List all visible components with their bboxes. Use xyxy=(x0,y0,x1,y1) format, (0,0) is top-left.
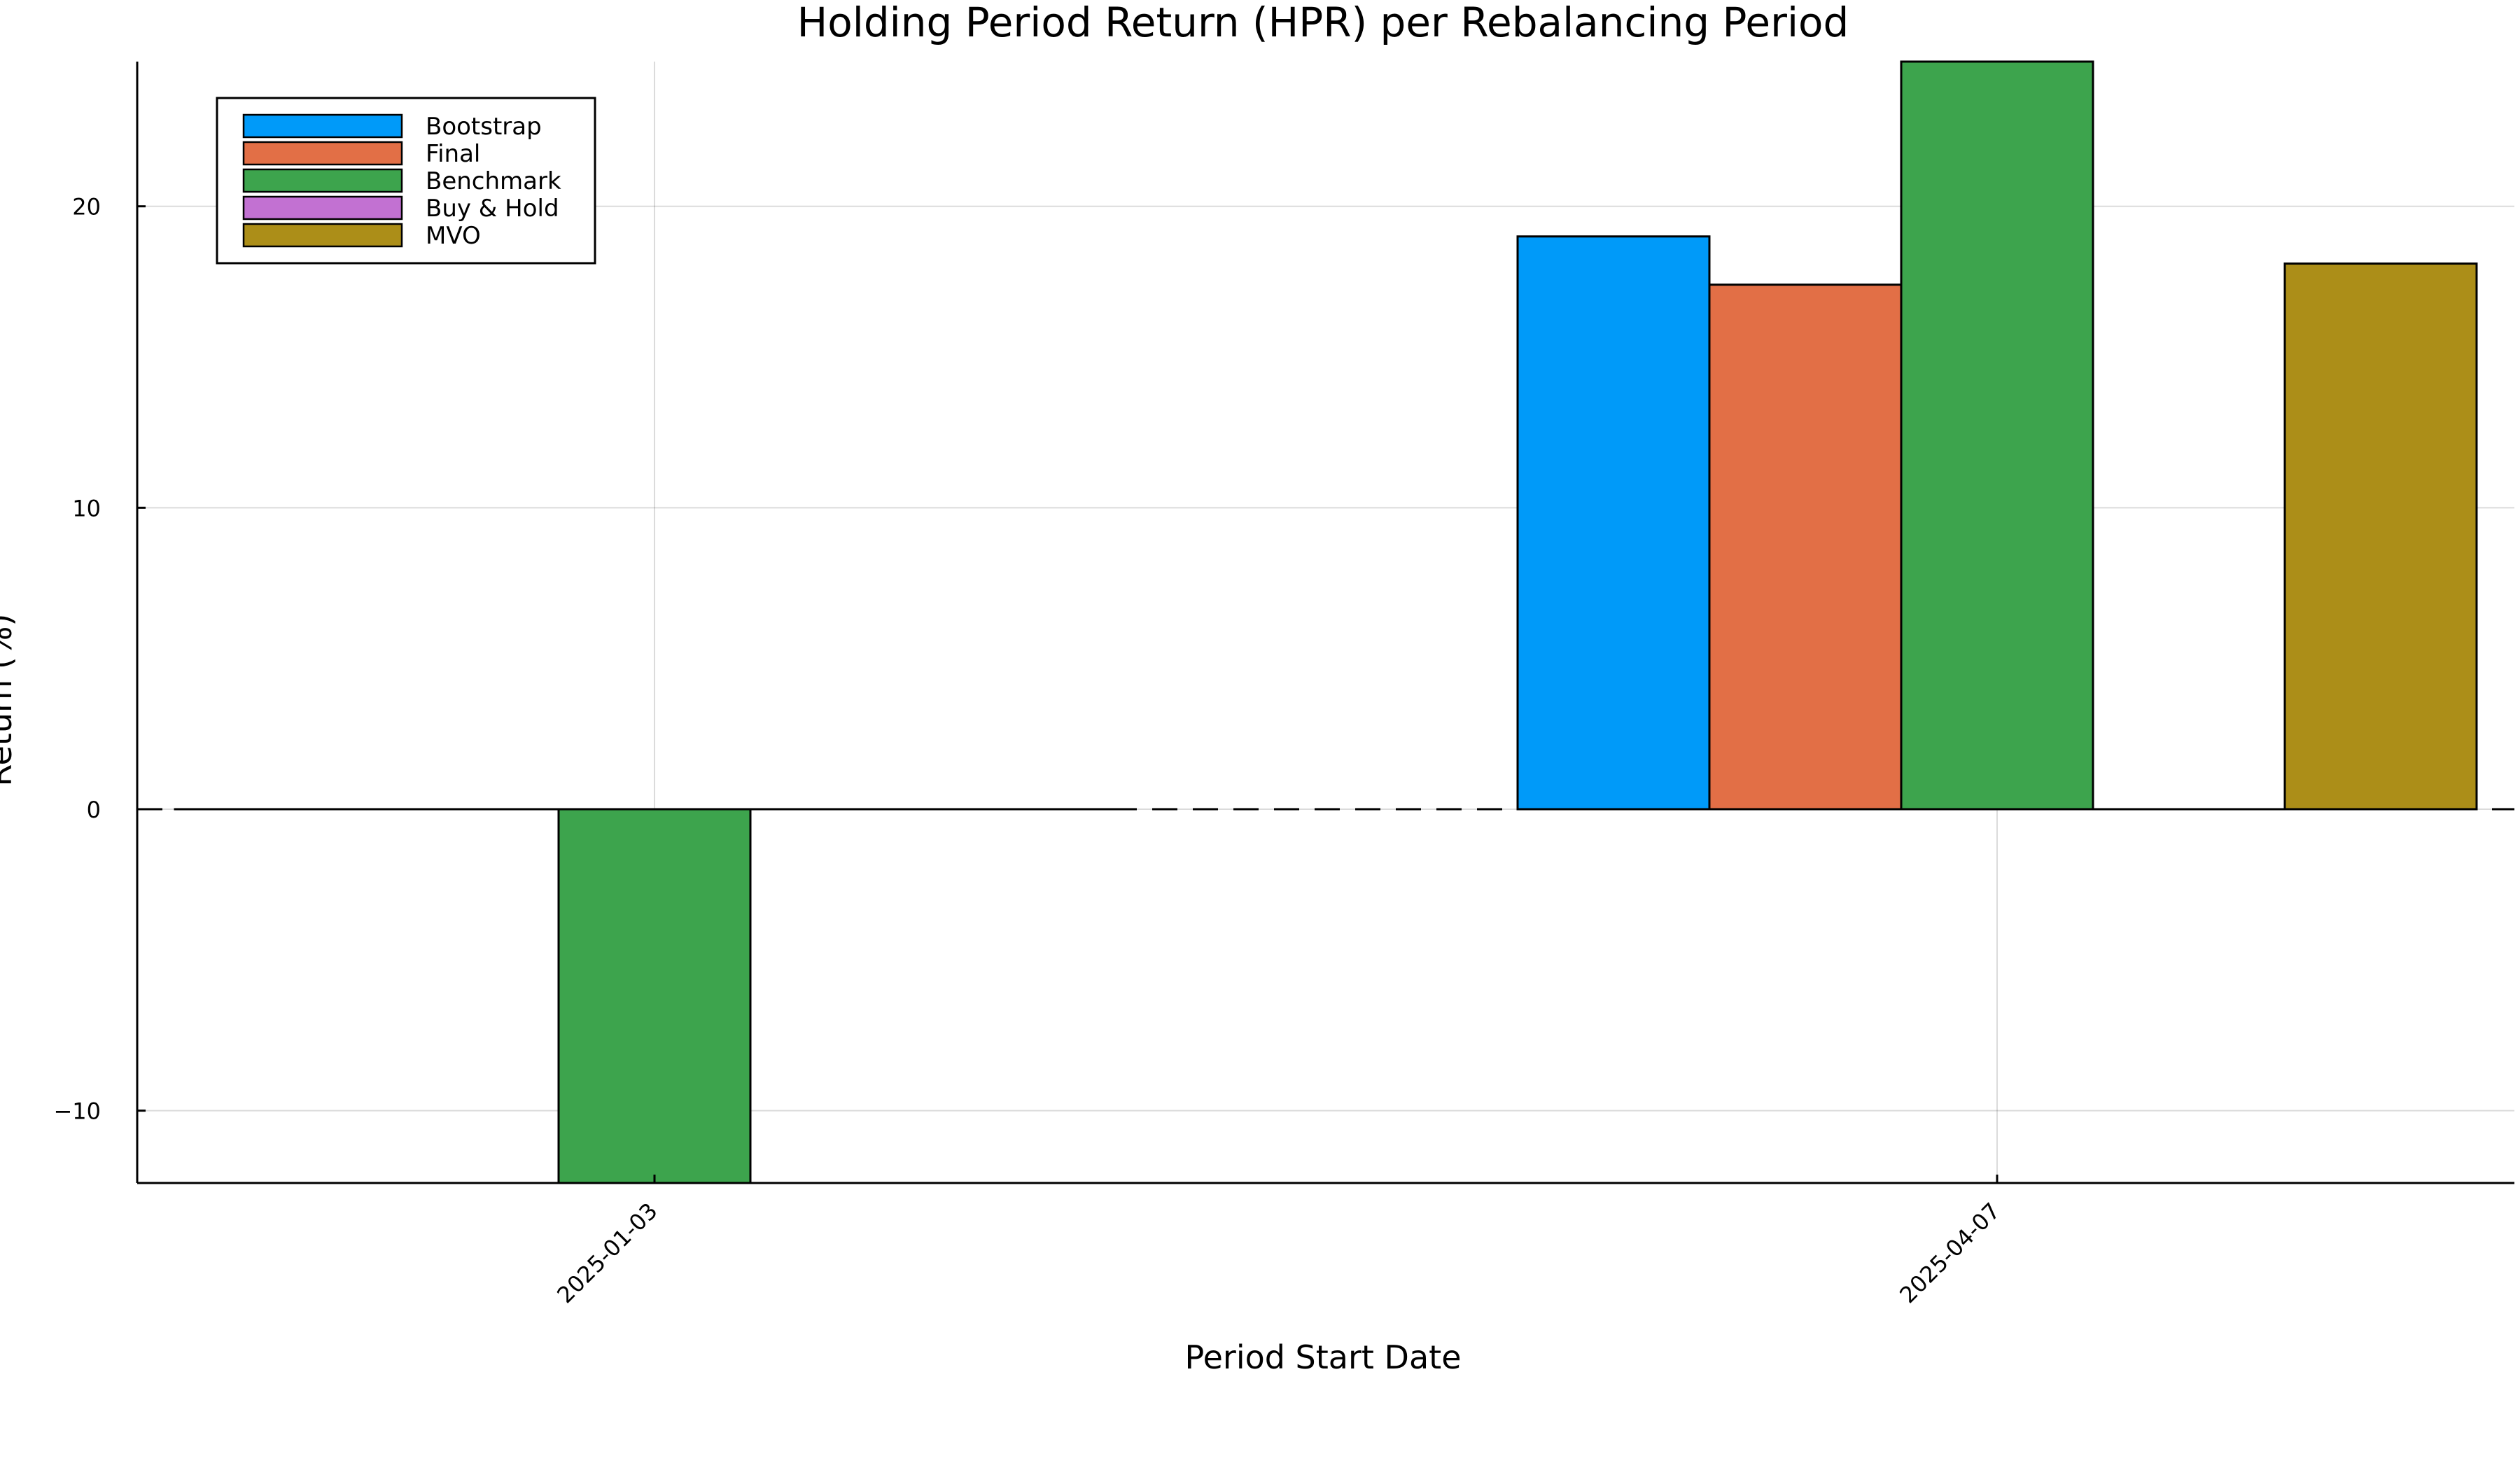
y-tick-label: 0 xyxy=(87,797,101,823)
legend-label-buy-hold: Buy & Hold xyxy=(426,195,559,223)
y-axis-title: Return (%) xyxy=(0,614,19,787)
legend-label-final: Final xyxy=(426,140,480,168)
axes xyxy=(136,62,2514,1184)
bar-final-2025-04-07 xyxy=(1708,284,1903,811)
x-axis-title: Period Start Date xyxy=(1185,1338,1462,1376)
legend-label-mvo: MVO xyxy=(426,222,481,250)
legend-swatch-final xyxy=(242,141,403,166)
legend-swatch-benchmark xyxy=(242,168,403,193)
legend-swatch-bootstrap xyxy=(242,113,403,139)
legend-swatch-mvo xyxy=(242,223,403,248)
y-tick-label: 10 xyxy=(72,495,101,522)
bars xyxy=(174,60,2478,1184)
x-tick-label: 2025-01-03 xyxy=(552,1198,662,1308)
bar-benchmark-2025-04-07 xyxy=(1900,60,2094,811)
y-tick-label: 20 xyxy=(72,194,101,220)
legend-label-benchmark: Benchmark xyxy=(426,167,561,195)
legend-label-bootstrap: Bootstrap xyxy=(426,113,542,141)
chart-title: Holding Period Return (HPR) per Rebalanc… xyxy=(797,0,1849,46)
bar-mvo-2025-04-07 xyxy=(2283,262,2478,811)
x-tick-label: 2025-04-07 xyxy=(1894,1198,2005,1308)
legend-swatch-buy-hold xyxy=(242,195,403,220)
y-tick-label: −10 xyxy=(53,1098,101,1125)
bar-bootstrap-2025-04-07 xyxy=(1516,235,1711,811)
bar-benchmark-2025-01-03 xyxy=(557,808,752,1184)
